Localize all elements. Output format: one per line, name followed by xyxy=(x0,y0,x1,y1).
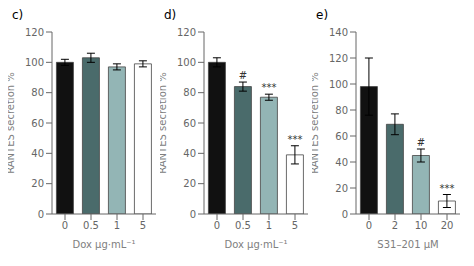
svg-text:40: 40 xyxy=(31,148,44,159)
svg-text:5: 5 xyxy=(292,220,298,231)
svg-text:1: 1 xyxy=(114,220,120,231)
svg-text:1: 1 xyxy=(266,220,272,231)
svg-text:RANTES secretion %: RANTES secretion % xyxy=(160,72,168,174)
svg-text:60: 60 xyxy=(31,118,44,129)
svg-text:2: 2 xyxy=(392,220,398,231)
svg-text:120: 120 xyxy=(177,27,196,38)
svg-text:20: 20 xyxy=(441,220,454,231)
svg-text:5: 5 xyxy=(140,220,146,231)
svg-text:0: 0 xyxy=(366,220,372,231)
svg-text:140: 140 xyxy=(329,27,348,38)
svg-text:0: 0 xyxy=(342,209,348,220)
svg-text:80: 80 xyxy=(335,105,348,116)
svg-text:120: 120 xyxy=(25,27,44,38)
svg-text:40: 40 xyxy=(183,148,196,159)
html-text:e): e) xyxy=(316,8,329,22)
svg-text:***: *** xyxy=(261,82,276,93)
svg-text:S31–201 μM: S31–201 μM xyxy=(377,239,438,250)
svg-text:100: 100 xyxy=(329,79,348,90)
svg-text:Dox μg·mL⁻¹: Dox μg·mL⁻¹ xyxy=(224,239,287,250)
svg-text:#: # xyxy=(417,137,425,148)
html-text:c): c) xyxy=(12,8,24,22)
svg-text:0: 0 xyxy=(190,209,196,220)
svg-text:20: 20 xyxy=(335,183,348,194)
svg-text:80: 80 xyxy=(183,87,196,98)
svg-text:***: *** xyxy=(439,183,454,194)
svg-text:60: 60 xyxy=(183,118,196,129)
svg-text:40: 40 xyxy=(335,157,348,168)
svg-text:#: # xyxy=(239,70,247,81)
svg-text:0: 0 xyxy=(38,209,44,220)
svg-text:***: *** xyxy=(287,134,302,145)
svg-text:20: 20 xyxy=(31,178,44,189)
svg-text:0: 0 xyxy=(62,220,68,231)
svg-text:Dox μg·mL⁻¹: Dox μg·mL⁻¹ xyxy=(72,239,135,250)
svg-text:120: 120 xyxy=(329,53,348,64)
svg-text:0: 0 xyxy=(214,220,220,231)
svg-text:RANTES secretion %: RANTES secretion % xyxy=(312,72,320,174)
svg-text:80: 80 xyxy=(31,87,44,98)
svg-text:20: 20 xyxy=(183,178,196,189)
svg-text:100: 100 xyxy=(177,57,196,68)
svg-text:10: 10 xyxy=(415,220,428,231)
svg-text:RANTES secretion %: RANTES secretion % xyxy=(8,72,16,174)
svg-text:0.5: 0.5 xyxy=(235,220,251,231)
svg-text:60: 60 xyxy=(335,131,348,142)
html-text:d): d) xyxy=(164,8,177,22)
svg-text:0.5: 0.5 xyxy=(83,220,99,231)
svg-text:100: 100 xyxy=(25,57,44,68)
